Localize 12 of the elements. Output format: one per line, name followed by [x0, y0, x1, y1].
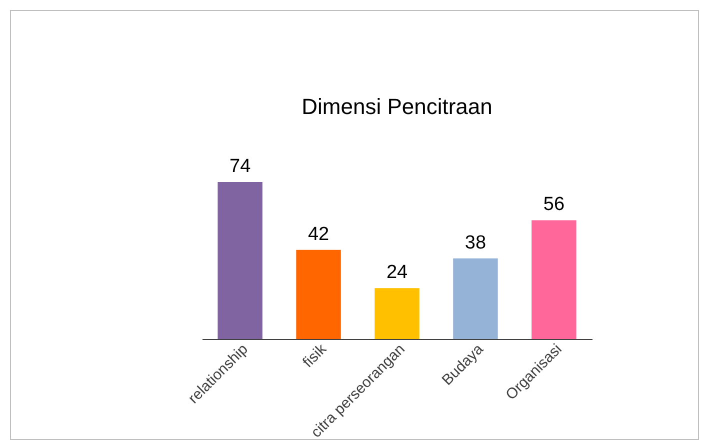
- bar: [453, 258, 498, 339]
- chart-title: Dimensi Pencitraan: [302, 94, 492, 119]
- bar: [296, 250, 341, 339]
- data-label: 38: [464, 232, 486, 254]
- data-label: 42: [308, 224, 330, 245]
- x-tick-label: fisik: [300, 340, 330, 372]
- bar: [218, 182, 262, 339]
- bar: [374, 288, 420, 339]
- bar: [532, 220, 576, 339]
- data-label: 56: [543, 194, 565, 216]
- data-label: 74: [229, 156, 252, 177]
- data-label: 24: [386, 262, 408, 284]
